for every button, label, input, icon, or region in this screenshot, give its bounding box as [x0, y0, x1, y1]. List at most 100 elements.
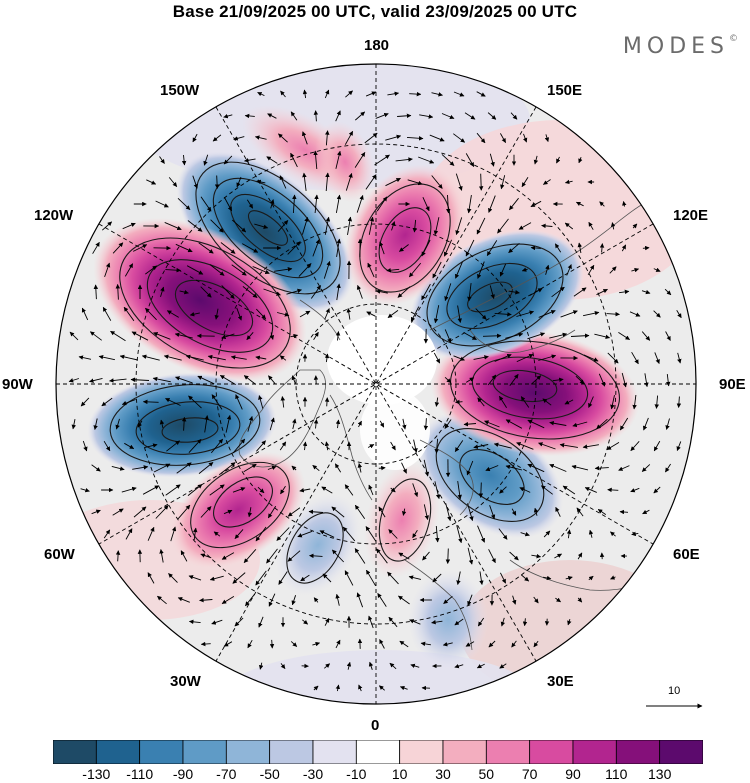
- wind-vector: [313, 150, 318, 170]
- wind-vector: [455, 261, 463, 279]
- wind-vector: [291, 595, 297, 606]
- wind-vector: [577, 242, 583, 254]
- wind-vector: [564, 179, 573, 185]
- wind-vector: [582, 444, 599, 449]
- wind-vector: [81, 307, 89, 321]
- wind-vector: [419, 114, 434, 119]
- wind-vector: [630, 441, 640, 452]
- wind-vector: [477, 397, 485, 407]
- wind-vector: [225, 414, 232, 433]
- wind-vector: [192, 133, 198, 143]
- wind-vector: [109, 378, 127, 383]
- wind-vector: [313, 110, 319, 122]
- wind-vector: [527, 332, 546, 340]
- wind-vector: [441, 154, 455, 166]
- wind-vector: [549, 464, 567, 472]
- colorbar-swatch: [53, 740, 97, 764]
- wind-vector: [166, 310, 179, 318]
- wind-vector: [297, 530, 313, 538]
- wind-vector: [456, 525, 463, 544]
- wind-vector: [207, 354, 226, 361]
- wind-vector: [347, 216, 353, 235]
- logo-text: MODES: [622, 34, 729, 59]
- wind-vector: [467, 503, 474, 522]
- wind-vector: [516, 353, 534, 363]
- wind-vector: [538, 310, 556, 318]
- wind-vector: [566, 529, 572, 539]
- wind-vector: [576, 507, 584, 517]
- wind-vector: [188, 619, 201, 625]
- wind-vector: [509, 551, 519, 561]
- wind-vector: [319, 530, 335, 538]
- wind-vector: [356, 194, 364, 213]
- wind-vector: [254, 223, 269, 229]
- wind-vector: [185, 354, 204, 361]
- wind-vector: [213, 531, 221, 537]
- wind-vector: [529, 288, 543, 296]
- wind-vector: [453, 133, 466, 143]
- wind-vector: [175, 243, 193, 253]
- wind-vector: [433, 217, 440, 236]
- wind-vector: [231, 264, 247, 276]
- wind-vector: [463, 332, 477, 340]
- wind-vector: [497, 218, 509, 234]
- wind-vector: [301, 131, 308, 145]
- wind-vector: [465, 153, 475, 167]
- wind-vector: [484, 420, 500, 428]
- wind-vector: [247, 639, 253, 649]
- wind-vector: [399, 244, 409, 252]
- wind-vector: [577, 597, 583, 603]
- wind-vector: [505, 464, 523, 471]
- wind-vector: [335, 194, 342, 213]
- wind-vector: [243, 375, 257, 385]
- wind-vector: [159, 419, 165, 429]
- wind-vector: [290, 111, 298, 121]
- wind-vector: [476, 132, 486, 144]
- wind-vector: [155, 200, 169, 208]
- wind-vector: [102, 221, 113, 231]
- lon-label-90e: 90E: [719, 376, 746, 393]
- high-120w-90w: [93, 217, 307, 383]
- wind-vector: [366, 569, 376, 587]
- wind-vector: [455, 173, 463, 191]
- wind-vector: [209, 484, 225, 496]
- wind-vector: [494, 312, 512, 317]
- wind-vector: [308, 509, 324, 515]
- wind-vector: [522, 618, 528, 627]
- lon-label-90w: 90W: [2, 376, 33, 393]
- wind-vector: [432, 261, 442, 279]
- wind-vector: [522, 133, 528, 143]
- wind-vector: [334, 463, 342, 473]
- wind-vector: [256, 440, 266, 452]
- anomaly-field: [56, 64, 696, 704]
- wind-vector: [198, 462, 214, 474]
- wind-vector: [533, 507, 539, 516]
- wind-vector: [434, 397, 440, 407]
- wind-vector: [230, 355, 247, 360]
- wind-vector: [540, 485, 553, 495]
- wind-vector: [223, 196, 233, 212]
- wind-vector: [567, 618, 572, 626]
- wind-vector: [367, 262, 375, 278]
- wind-vector: [159, 156, 165, 164]
- wind-vector: [578, 157, 583, 164]
- wind-vector: [453, 355, 465, 361]
- wind-vector: [573, 287, 587, 297]
- wind-vector: [596, 418, 608, 430]
- wind-vector: [292, 194, 297, 214]
- wind-vector: [233, 136, 245, 141]
- wind-vector: [187, 220, 203, 232]
- wind-vector: [538, 354, 557, 361]
- wind-vector: [155, 505, 169, 519]
- wind-vector: [263, 288, 281, 296]
- wind-vector: [112, 508, 124, 516]
- wind-vector: [268, 593, 276, 607]
- wind-vector: [309, 553, 323, 559]
- lon-label-150e: 150E: [547, 82, 583, 99]
- wind-vector: [290, 152, 298, 168]
- wind-vector: [610, 222, 616, 230]
- wind-vector: [375, 112, 389, 119]
- wind-vector: [101, 397, 113, 407]
- wind-vector: [552, 377, 564, 383]
